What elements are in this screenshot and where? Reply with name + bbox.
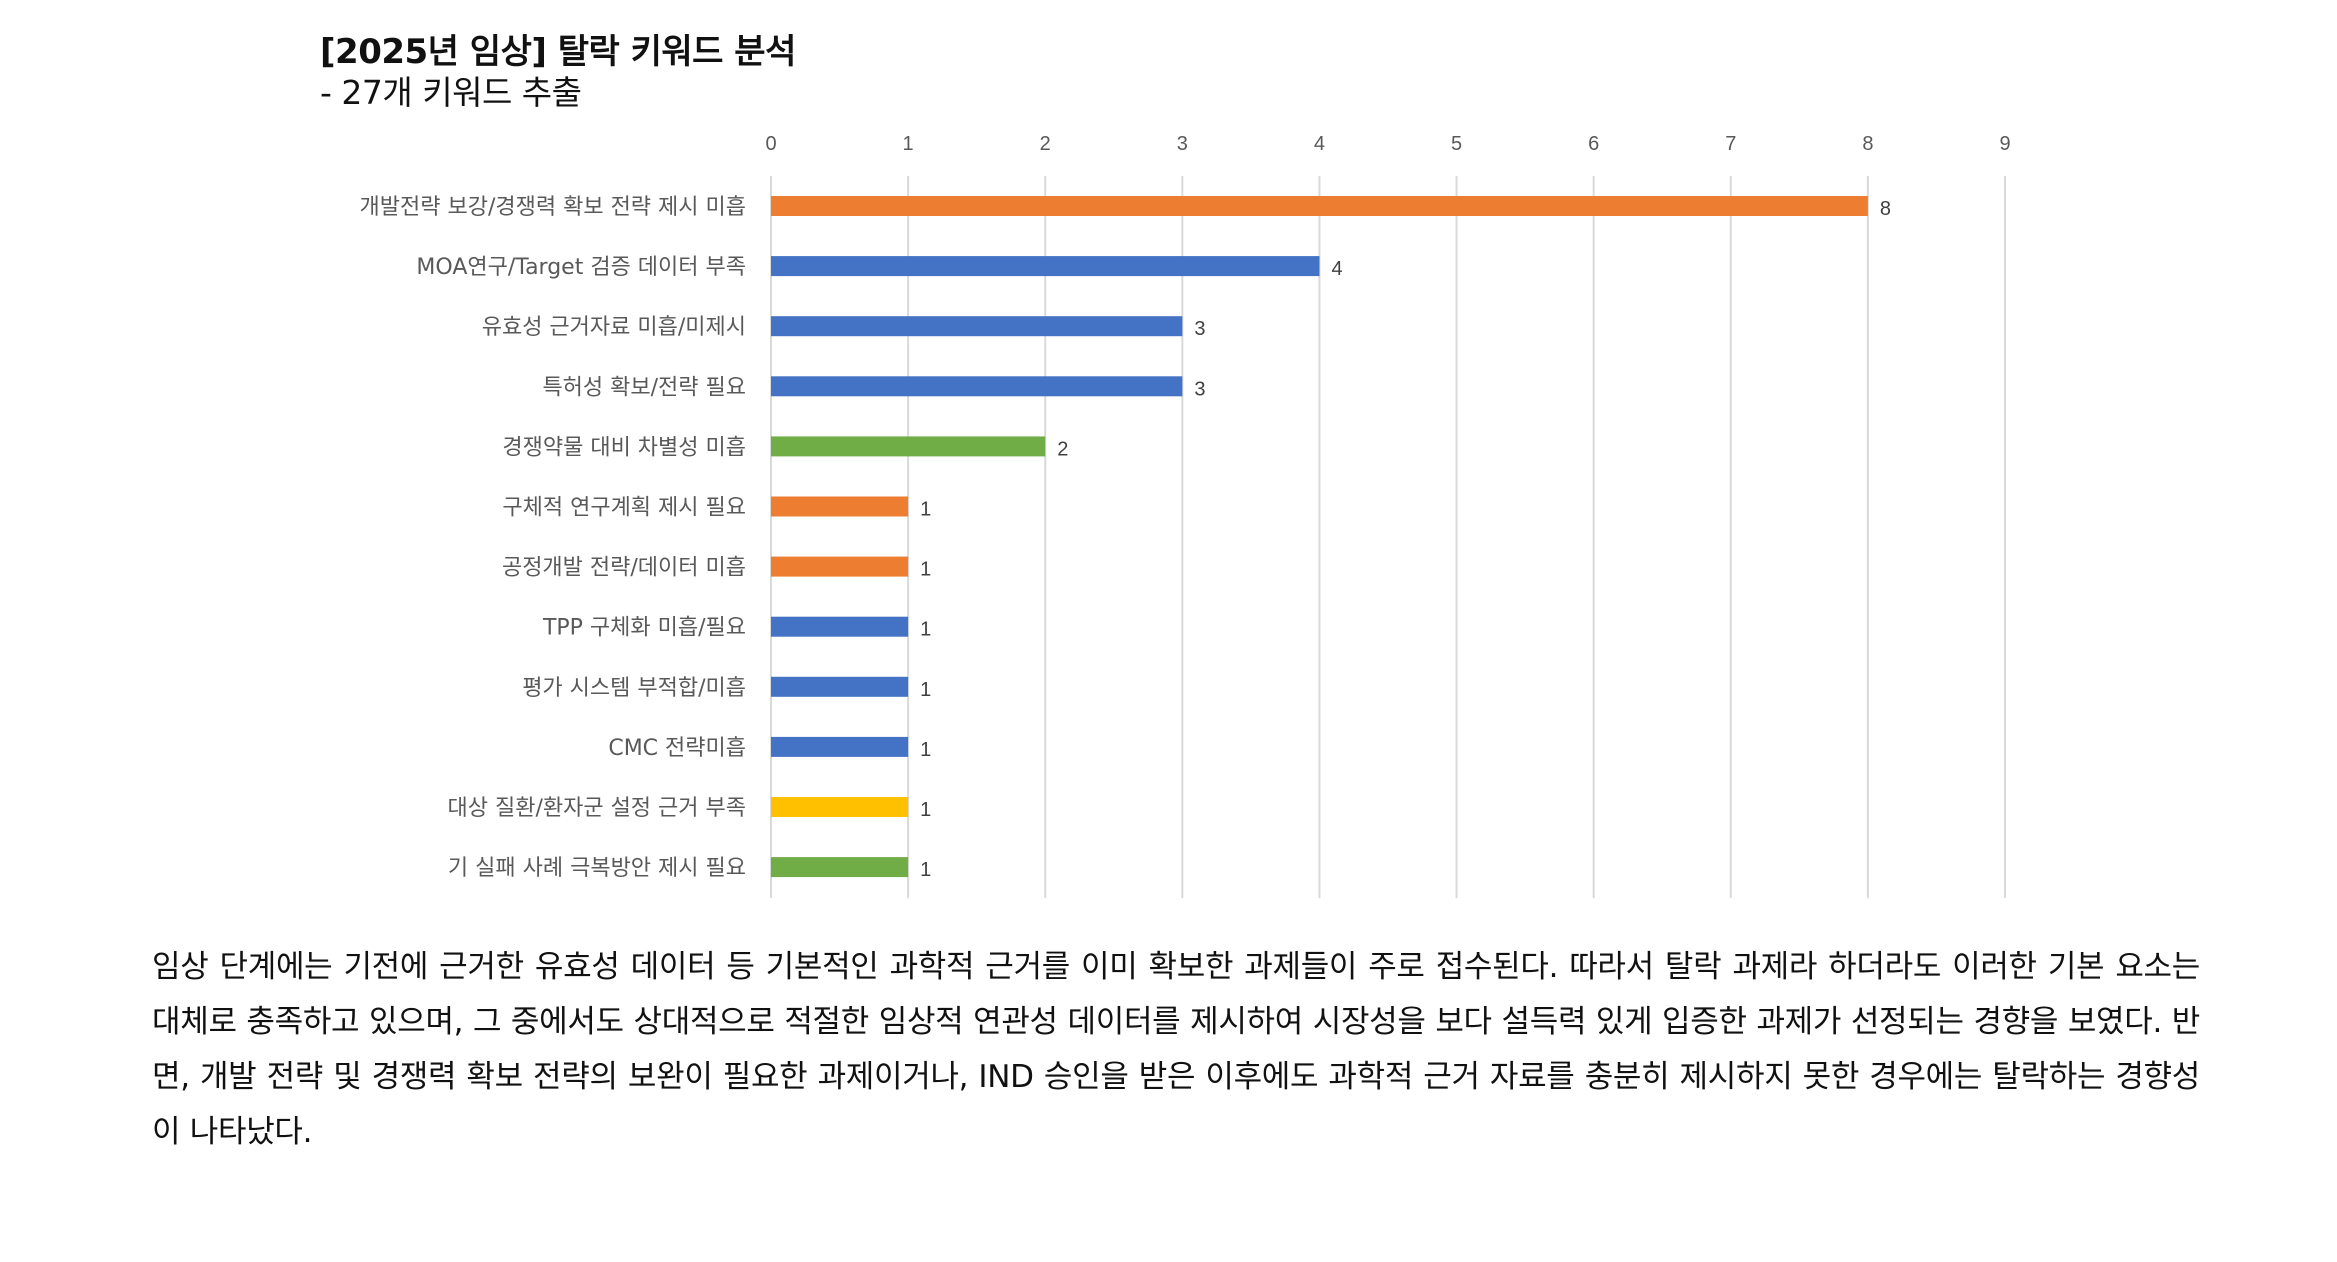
- category-label: 대상 질환/환자군 설정 근거 부족: [447, 796, 746, 821]
- category-label: CMC 전략미흡: [608, 736, 746, 761]
- analysis-paragraph: 임상 단계에는 기전에 근거한 유효성 데이터 등 기본적인 과학적 근거를 이…: [152, 949, 2200, 1150]
- bar: [771, 556, 909, 577]
- x-tick-label: 3: [1177, 133, 1188, 155]
- data-label: 3: [1194, 318, 1205, 340]
- bar: [771, 616, 909, 637]
- category-label: 기 실패 사례 극복방안 제시 필요: [448, 856, 746, 881]
- data-label: 1: [920, 499, 931, 521]
- bar: [771, 736, 909, 757]
- data-label: 1: [920, 559, 931, 581]
- category-label: 경쟁약물 대비 차별성 미흡: [502, 435, 746, 460]
- bar-chart: 0 1 2 3 4 5 6 7 8 9 개발전략 보강/경쟁력 확보 전략 제시 미흡 8 MOA연구/…: [360, 133, 2011, 898]
- bar: [771, 857, 909, 878]
- x-tick-label: 0: [765, 133, 776, 155]
- category-label: 유효성 근거자료 미흡/미제시: [482, 315, 746, 340]
- category-label: TPP 구체화 미흡/필요: [542, 616, 746, 641]
- category-label: 특허성 확보/전략 필요: [542, 375, 746, 400]
- data-label: 1: [920, 619, 931, 641]
- x-tick-label: 8: [1862, 133, 1873, 155]
- data-label: 1: [920, 859, 931, 881]
- data-label: 3: [1194, 378, 1205, 400]
- data-label: 1: [920, 739, 931, 761]
- x-tick-label: 6: [1588, 133, 1599, 155]
- x-tick-label: 5: [1451, 133, 1462, 155]
- data-label: 8: [1880, 198, 1891, 220]
- x-tick-label: 9: [1999, 133, 2010, 155]
- category-label: 구체적 연구계획 제시 필요: [502, 496, 746, 521]
- bar: [771, 256, 1320, 277]
- x-tick-label: 7: [1725, 133, 1736, 155]
- x-tick-label: 1: [903, 133, 914, 155]
- bar: [771, 196, 1868, 216]
- category-label: 개발전략 보강/경쟁력 확보 전략 제시 미흡: [360, 195, 746, 220]
- data-label: 2: [1057, 438, 1068, 460]
- bar: [771, 496, 909, 517]
- bar: [771, 316, 1183, 337]
- data-label: 1: [920, 679, 931, 701]
- bar: [771, 436, 1046, 457]
- bar: [771, 797, 909, 817]
- x-tick-label: 2: [1040, 133, 1051, 155]
- bar: [771, 376, 1183, 397]
- bar: [771, 676, 909, 697]
- x-tick-label: 4: [1314, 133, 1325, 155]
- category-label: MOA연구/Target 검증 데이터 부족: [416, 255, 746, 280]
- chart-subtitle: - 27개 키워드 추출: [320, 73, 582, 112]
- category-label: 평가 시스템 부적합/미흡: [522, 676, 746, 701]
- chart-title: [2025년 임상] 탈락 키워드 분석: [320, 32, 796, 72]
- data-label: 4: [1331, 258, 1342, 280]
- category-label: 공정개발 전략/데이터 미흡: [502, 556, 746, 581]
- data-label: 1: [920, 799, 931, 821]
